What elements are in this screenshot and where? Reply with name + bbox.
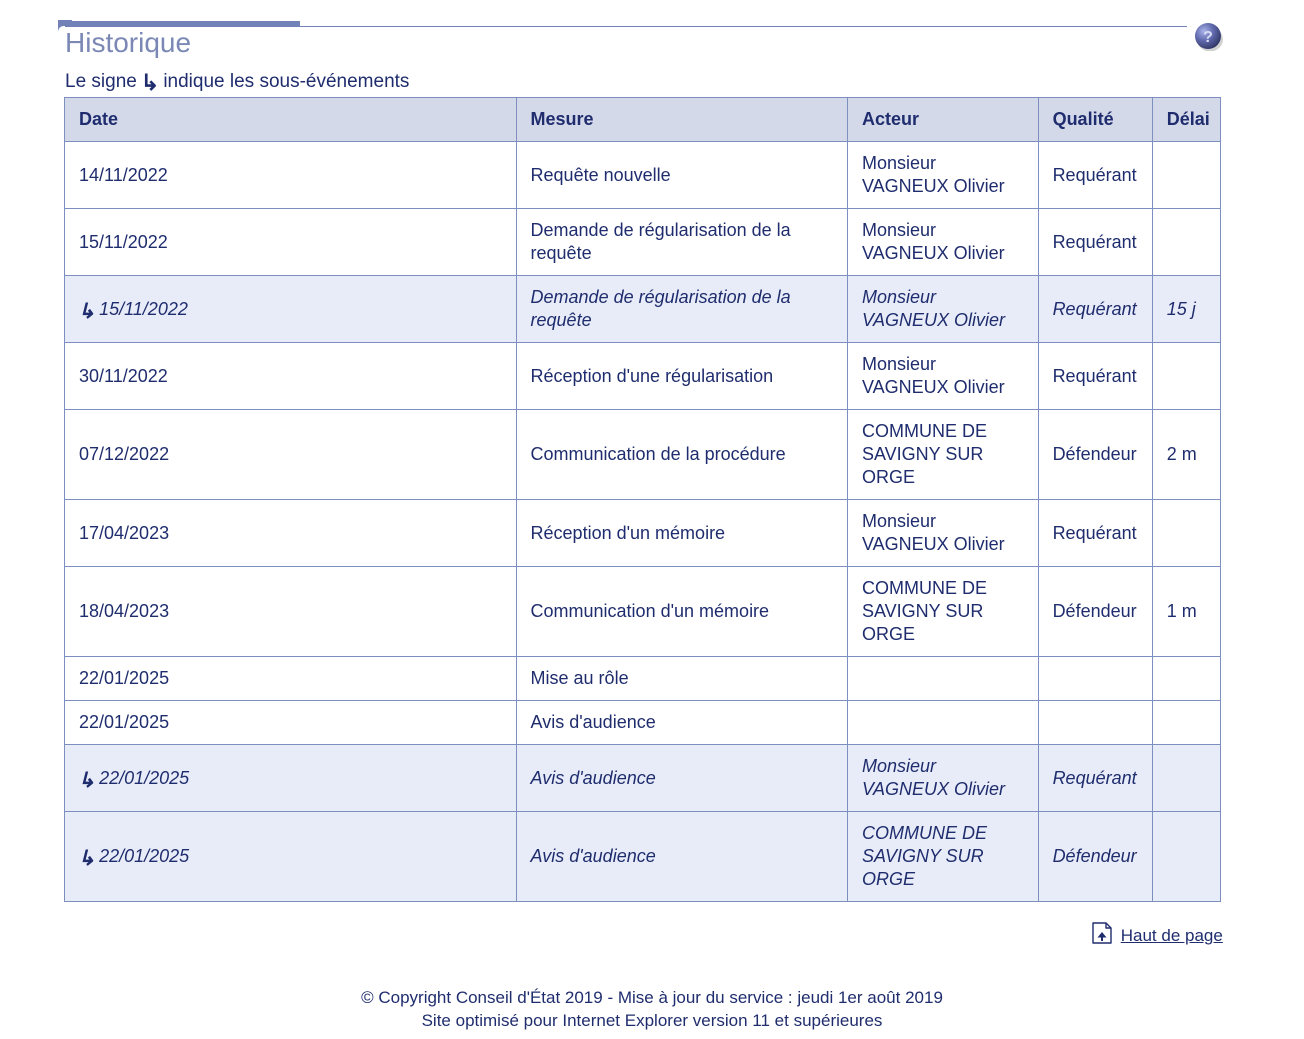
svg-text:?: ? [1203, 29, 1213, 46]
